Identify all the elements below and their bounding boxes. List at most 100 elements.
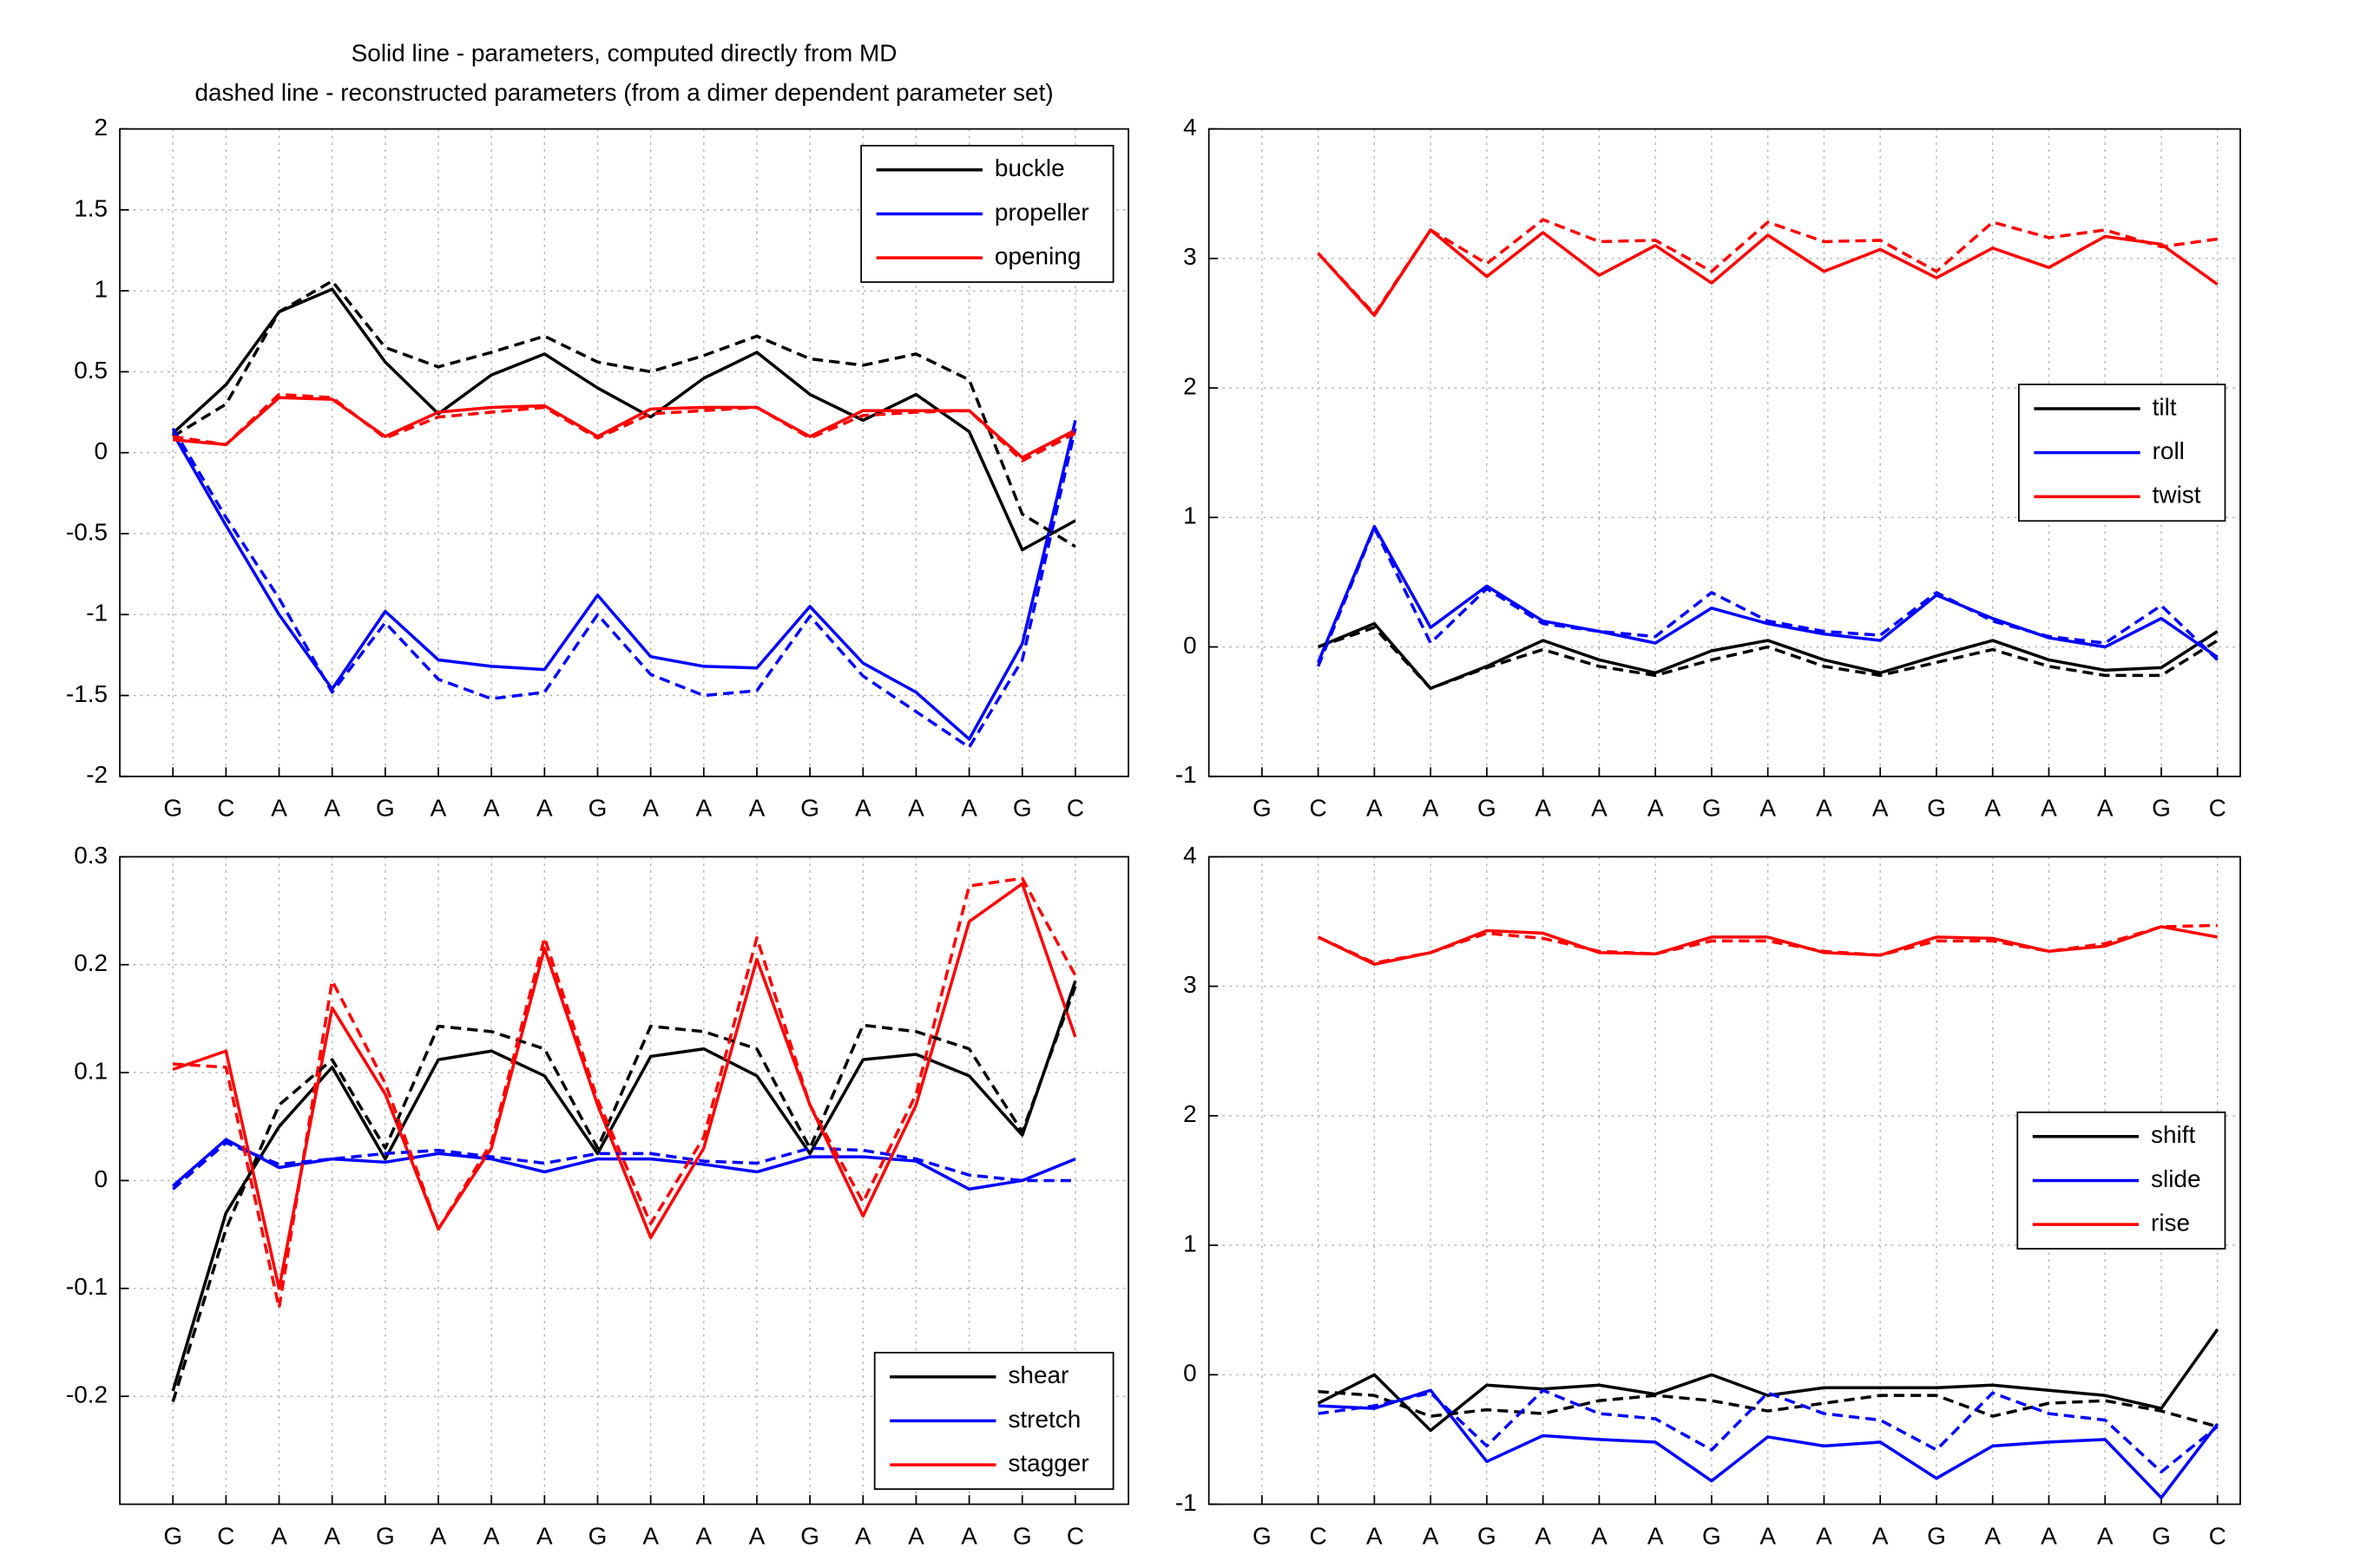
solid-line (1317, 525, 2219, 664)
y-tick-label: 0.1 (74, 1057, 108, 1084)
x-tick-label: G (588, 1522, 608, 1549)
x-tick-label: G (1477, 1522, 1496, 1549)
x-tick-label: A (324, 1522, 340, 1549)
y-tick-label: 0.5 (74, 357, 108, 384)
x-tick-label: A (2041, 1522, 2057, 1549)
dashed-line (172, 279, 1076, 548)
dashed-line (171, 427, 1077, 749)
legend-label: propeller (995, 199, 1089, 226)
x-tick-label: A (2097, 1522, 2114, 1549)
x-tick-label: A (695, 795, 712, 822)
dashed-line (173, 876, 1077, 1309)
y-tick-label: 3 (1183, 971, 1197, 998)
legend-label: tilt (2153, 393, 2177, 420)
y-tick-label: 0 (1183, 1360, 1197, 1387)
legend: shift slide rise (2016, 1111, 2226, 1250)
x-tick-label: G (1702, 1522, 1721, 1549)
chart-title: dashed line - reconstructed parameters (… (194, 79, 1053, 106)
y-tick-label: 1 (1183, 1230, 1197, 1256)
x-tick-label: G (2152, 1522, 2171, 1549)
x-tick-label: G (1927, 1522, 1946, 1549)
x-tick-label: A (271, 795, 287, 822)
x-tick-label: G (2152, 795, 2171, 822)
legend-label: rise (2151, 1210, 2190, 1237)
y-tick-label: 0.3 (74, 842, 108, 869)
x-tick-label: A (431, 1522, 447, 1549)
x-tick-label: A (271, 1522, 287, 1549)
x-tick-label: A (1984, 795, 2001, 822)
x-tick-label: G (1253, 795, 1272, 822)
x-tick-label: G (1702, 795, 1721, 822)
y-tick-label: -0.1 (66, 1273, 108, 1300)
x-tick-label: A (1423, 795, 1439, 822)
axes-frame (119, 856, 1129, 1506)
x-tick-label: G (800, 795, 819, 822)
legend-label: twist (2153, 482, 2201, 508)
x-tick-label: G (376, 1522, 395, 1549)
x-tick-label: A (1759, 1522, 1776, 1549)
x-tick-label: A (2041, 795, 2057, 822)
legend-label: roll (2153, 437, 2185, 464)
x-tick-label: A (1647, 795, 1664, 822)
solid-line (1317, 621, 2219, 691)
x-tick-label: A (642, 795, 659, 822)
axes-frame (1207, 856, 2241, 1506)
legend-label: opening (995, 243, 1081, 270)
dashed-line (172, 1141, 1075, 1191)
dashed-line (1318, 1389, 2219, 1428)
solid-line (1317, 925, 2219, 966)
y-tick-label: 0 (95, 437, 108, 464)
solid-line (1317, 228, 2219, 318)
x-tick-label: G (1927, 795, 1946, 822)
x-tick-label: A (2097, 795, 2114, 822)
x-tick-label: A (431, 795, 447, 822)
axes-frame (1207, 128, 2241, 777)
legend: buckle propeller opening (860, 144, 1115, 283)
x-tick-label: C (217, 795, 234, 822)
y-tick-label: 1 (1183, 502, 1197, 529)
y-tick-label: 1 (95, 276, 108, 303)
x-tick-label: A (749, 1522, 766, 1549)
x-tick-label: A (1816, 795, 1832, 822)
x-tick-label: G (588, 795, 608, 822)
y-tick-label: 4 (1183, 114, 1197, 141)
legend: shear stretch stagger (873, 1351, 1115, 1490)
legend-label: slide (2151, 1165, 2200, 1192)
dashed-line (1316, 526, 2219, 667)
legend-label: stagger (1008, 1449, 1088, 1476)
solid-line (172, 882, 1077, 1290)
x-tick-label: G (376, 795, 395, 822)
y-tick-label: 1.5 (74, 194, 108, 221)
x-tick-label: A (749, 795, 766, 822)
solid-line (1317, 1329, 2219, 1433)
x-tick-label: A (1872, 795, 1889, 822)
x-tick-label: A (1591, 1522, 1608, 1549)
dashed-line (1318, 1388, 2219, 1473)
x-tick-label: G (163, 795, 182, 822)
x-tick-label: G (1013, 795, 1032, 822)
x-tick-label: A (1759, 795, 1776, 822)
legend-label: shift (2151, 1121, 2195, 1148)
x-tick-label: A (536, 1522, 553, 1549)
x-tick-label: C (2209, 1522, 2226, 1549)
y-tick-label: -1 (1175, 1489, 1197, 1516)
y-tick-label: 0 (95, 1165, 108, 1192)
x-tick-label: A (908, 1522, 924, 1549)
x-tick-label: G (1477, 795, 1496, 822)
y-tick-label: -1 (1175, 761, 1197, 788)
axes-frame (119, 128, 1129, 777)
x-tick-label: A (1984, 1522, 2001, 1549)
x-tick-label: A (324, 795, 340, 822)
x-tick-label: A (1872, 1522, 1889, 1549)
x-tick-label: A (855, 1522, 871, 1549)
y-tick-label: 0.2 (74, 949, 108, 976)
y-tick-label: 2 (95, 114, 108, 141)
solid-line (172, 287, 1076, 552)
y-tick-label: 3 (1183, 243, 1197, 270)
legend-label: stretch (1008, 1406, 1081, 1433)
x-tick-label: C (217, 1522, 234, 1549)
x-tick-label: C (1310, 1522, 1327, 1549)
x-tick-label: A (1423, 1522, 1439, 1549)
x-tick-label: G (1013, 1522, 1032, 1549)
